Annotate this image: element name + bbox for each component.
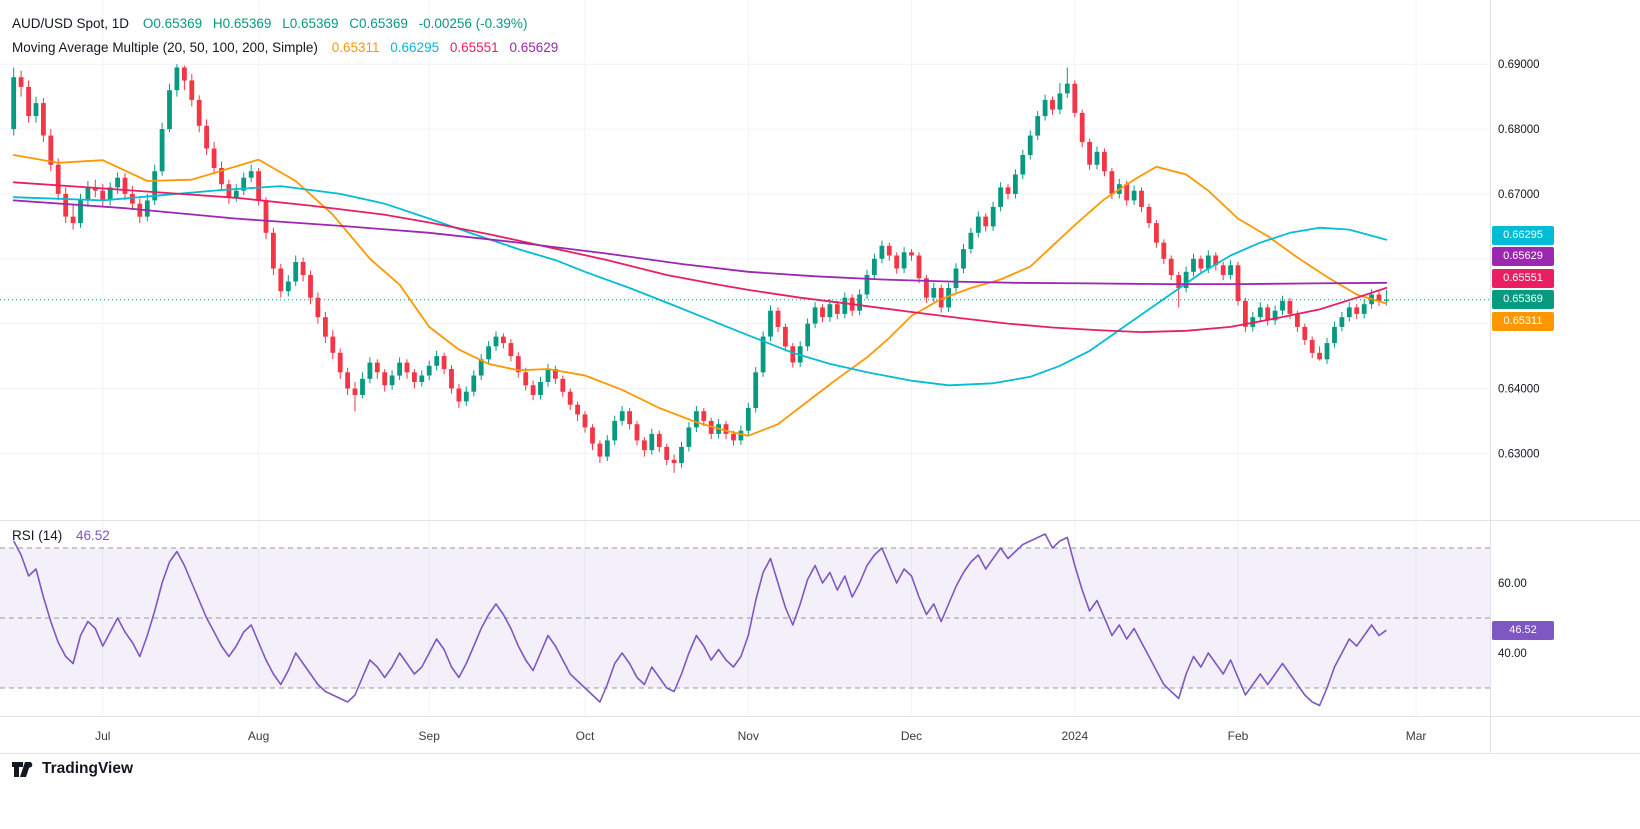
symbol-title[interactable]: AUD/USD Spot, 1D	[12, 16, 130, 31]
time-tick-label: Aug	[248, 729, 269, 743]
ma-indicator-title[interactable]: Moving Average Multiple (20, 50, 100, 20…	[12, 40, 318, 55]
axis-badge-sma50: 0.66295	[1492, 225, 1554, 245]
change-value: -0.00256 (-0.39%)	[418, 16, 528, 31]
rsi-legend: RSI (14) 46.52	[12, 528, 117, 543]
price-tick-label: 0.63000	[1498, 448, 1540, 460]
time-tick-label: Jul	[95, 729, 110, 743]
sma20-line	[12, 154, 1388, 437]
ohlc-close: C0.65369	[349, 16, 408, 31]
ohlc-low: L0.65369	[282, 16, 339, 31]
ma-legend: Moving Average Multiple (20, 50, 100, 20…	[12, 40, 565, 55]
ohlc-open: O0.65369	[142, 16, 203, 31]
ma20-value: 0.65311	[331, 40, 380, 55]
time-tick-label: Dec	[901, 729, 922, 743]
ma200-value: 0.65629	[509, 40, 559, 55]
time-tick-label: Feb	[1228, 729, 1249, 743]
rsi-value: 46.52	[76, 528, 110, 543]
tradingview-mark-icon	[12, 761, 33, 777]
time-tick-label: 2024	[1061, 729, 1088, 743]
rsi-tick-label: 60.00	[1498, 578, 1527, 590]
axis-badge-sma200: 0.65629	[1492, 247, 1554, 267]
candles-layer	[11, 64, 1389, 473]
sma50-line	[12, 185, 1388, 387]
sma100-line	[12, 181, 1388, 333]
price-legend: AUD/USD Spot, 1D O0.65369 H0.65369 L0.65…	[12, 16, 534, 31]
time-axis[interactable]: Jul Aug Sep Oct Nov Dec 2024 Feb Mar	[95, 729, 1426, 743]
time-tick-label: Sep	[419, 729, 441, 743]
price-tick-label: 0.67000	[1498, 189, 1540, 201]
time-tick-label: Oct	[576, 729, 595, 743]
price-tick-label: 0.68000	[1498, 124, 1540, 136]
ma-lines-layer	[0, 154, 1490, 437]
tradingview-wordmark: TradingView	[42, 760, 134, 777]
axis-badge-last-price: 0.65369	[1492, 290, 1554, 310]
time-tick-label: Mar	[1406, 729, 1427, 743]
ma100-value: 0.65551	[449, 40, 499, 55]
pane-separators	[0, 0, 1640, 754]
tradingview-logo[interactable]: TradingView	[12, 760, 133, 778]
ohlc-high: H0.65369	[212, 16, 272, 31]
price-axis[interactable]: 0.69000 0.68000 0.67000 0.64000 0.63000 60.00…	[1498, 59, 1540, 660]
rsi-band	[0, 548, 1490, 688]
time-tick-label: Nov	[738, 729, 759, 743]
price-tick-label: 0.69000	[1498, 59, 1540, 71]
rsi-tick-label: 40.00	[1498, 648, 1527, 660]
ma50-value: 0.66295	[390, 40, 440, 55]
price-tick-label: 0.64000	[1498, 384, 1540, 396]
axis-badge-sma100: 0.65551	[1492, 268, 1554, 288]
rsi-band-layer	[0, 547, 1490, 689]
rsi-indicator-title[interactable]: RSI (14)	[12, 528, 63, 543]
axis-badge-rsi: 46.52	[1492, 620, 1554, 640]
rsi-plot-line	[12, 533, 1387, 707]
sma200-line	[12, 199, 1388, 285]
rsi-line-layer	[12, 533, 1387, 707]
axis-badge-sma20: 0.65311	[1492, 311, 1554, 331]
